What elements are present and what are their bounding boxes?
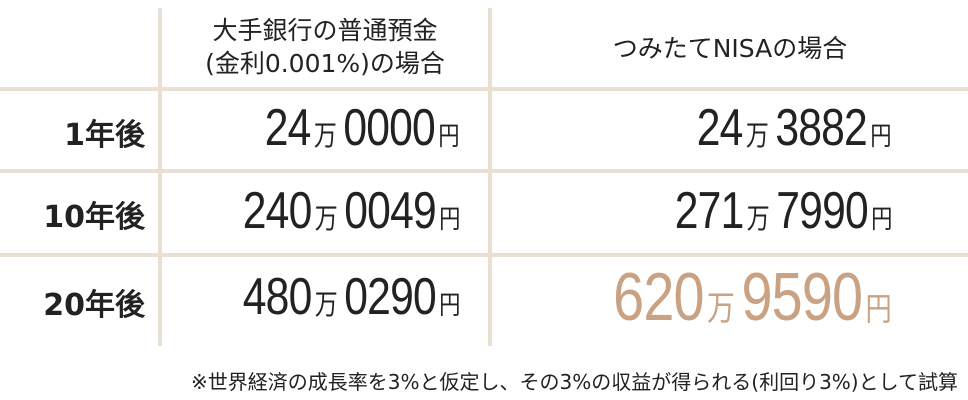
row-label-20y: 20年後 [43, 288, 145, 323]
column-divider [488, 8, 492, 346]
header-bank-line2: (金利0.001%)の場合 [205, 49, 445, 78]
nisa-amount-1y: 24 万 3882 円 [697, 99, 892, 157]
row-divider [0, 253, 968, 257]
bank-amount-10y: 240 万 0049 円 [242, 182, 460, 240]
row-divider [0, 169, 968, 173]
footnote: ※世界経済の成長率を3%と仮定し、その3%の収益が得られる(利回り3%)として試… [191, 370, 958, 394]
bank-amount-1y: 24 万 0000 円 [265, 99, 460, 157]
row-label-10y: 10年後 [43, 200, 145, 235]
header-nisa: つみたてNISAの場合 [612, 34, 848, 63]
nisa-amount-10y: 271 万 7990 円 [674, 182, 892, 240]
row-divider [0, 87, 968, 91]
header-bank: 大手銀行の普通預金 (金利0.001%)の場合 [162, 14, 488, 80]
row-label-1y: 1年後 [64, 118, 145, 153]
header-bank-line1: 大手銀行の普通預金 [212, 16, 438, 45]
bank-amount-20y: 480 万 0290 円 [242, 268, 460, 326]
column-divider [158, 8, 162, 346]
nisa-amount-20y-highlight: 620万9590 円 [613, 259, 892, 335]
